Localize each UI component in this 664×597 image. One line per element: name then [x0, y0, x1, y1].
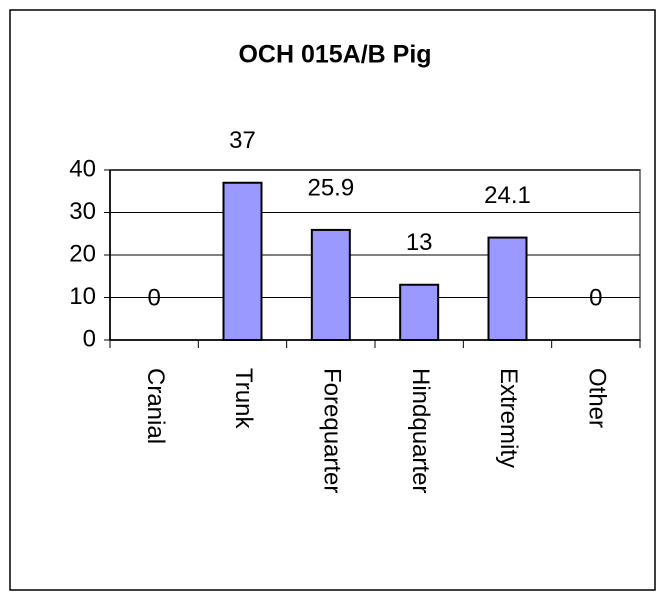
y-tick-label: 30 — [69, 198, 96, 225]
x-tick-label: Extremity — [495, 368, 522, 468]
x-tick-label: Forequarter — [318, 368, 345, 493]
bar — [222, 181, 263, 341]
bar — [310, 228, 351, 341]
data-label: 0 — [147, 284, 160, 311]
x-tick-label: Hindquarter — [407, 368, 434, 493]
x-tick-label: Other — [583, 368, 610, 428]
data-label: 24.1 — [484, 182, 531, 209]
y-tick-label: 0 — [83, 325, 96, 352]
data-label: 37 — [229, 127, 256, 154]
bar — [487, 236, 528, 341]
x-tick-label: Trunk — [230, 368, 257, 429]
y-tick-label: 40 — [69, 155, 96, 182]
data-label: 25.9 — [307, 174, 354, 201]
data-label: 13 — [406, 229, 433, 256]
chart-title: OCH 015A/B Pig — [238, 41, 431, 69]
bar — [399, 283, 440, 341]
x-tick-label: Cranial — [142, 368, 169, 444]
y-tick-label: 20 — [69, 240, 96, 267]
data-label: 0 — [589, 284, 602, 311]
y-tick-label: 10 — [69, 283, 96, 310]
